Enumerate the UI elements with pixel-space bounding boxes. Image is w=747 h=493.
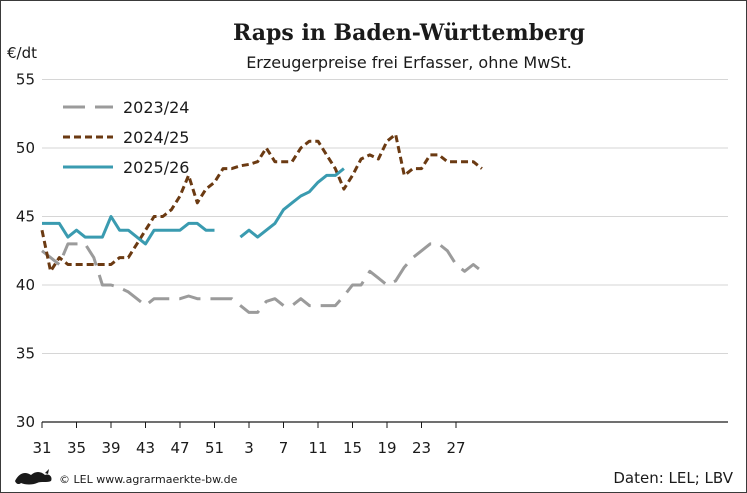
y-tick-label: 45 [16, 208, 35, 226]
x-tick-label: 3 [244, 439, 254, 457]
x-tick-label: 39 [101, 439, 120, 457]
x-tick-label: 11 [308, 439, 327, 457]
x-tick-label: 51 [205, 439, 224, 457]
lion-icon [15, 469, 52, 485]
legend: 2023/24 2024/25 2025/26 [63, 98, 189, 177]
x-tick-label: 47 [170, 439, 189, 457]
copyright-text: © LEL www.agrarmaerkte-bw.de [59, 473, 238, 486]
x-tick-label: 23 [412, 439, 431, 457]
x-tick-label: 27 [446, 439, 465, 457]
legend-label: 2023/24 [123, 98, 189, 117]
series-line-2024-25 [40, 132, 483, 273]
series-line-2023-24 [41, 242, 483, 314]
legend-label: 2024/25 [123, 128, 189, 147]
chart-title: Raps in Baden-Württemberg [233, 20, 585, 46]
x-tick-label: 43 [136, 439, 155, 457]
y-tick-label: 55 [16, 71, 35, 89]
x-tick-label: 31 [32, 439, 51, 457]
y-tick-label: 40 [16, 276, 35, 294]
legend-label: 2025/26 [123, 158, 189, 177]
x-tick-labels: 31 35 39 43 47 51 3 7 11 15 19 23 27 [32, 422, 466, 457]
series-lines [40, 132, 483, 314]
data-source-text: Daten: LEL; LBV [613, 469, 733, 487]
y-tick-labels: 30 35 40 45 50 55 [16, 71, 35, 432]
series-line-2025-26 [42, 167, 345, 246]
x-tick-label: 7 [279, 439, 289, 457]
y-axis-unit: €/dt [7, 44, 37, 62]
y-tick-label: 35 [16, 345, 35, 363]
x-tick-label: 35 [67, 439, 86, 457]
x-tick-label: 19 [377, 439, 396, 457]
y-tick-label: 50 [16, 139, 35, 157]
y-tick-label: 30 [16, 413, 35, 431]
chart-subtitle: Erzeugerpreise frei Erfasser, ohne MwSt. [246, 53, 572, 72]
x-tick-label: 15 [343, 439, 362, 457]
